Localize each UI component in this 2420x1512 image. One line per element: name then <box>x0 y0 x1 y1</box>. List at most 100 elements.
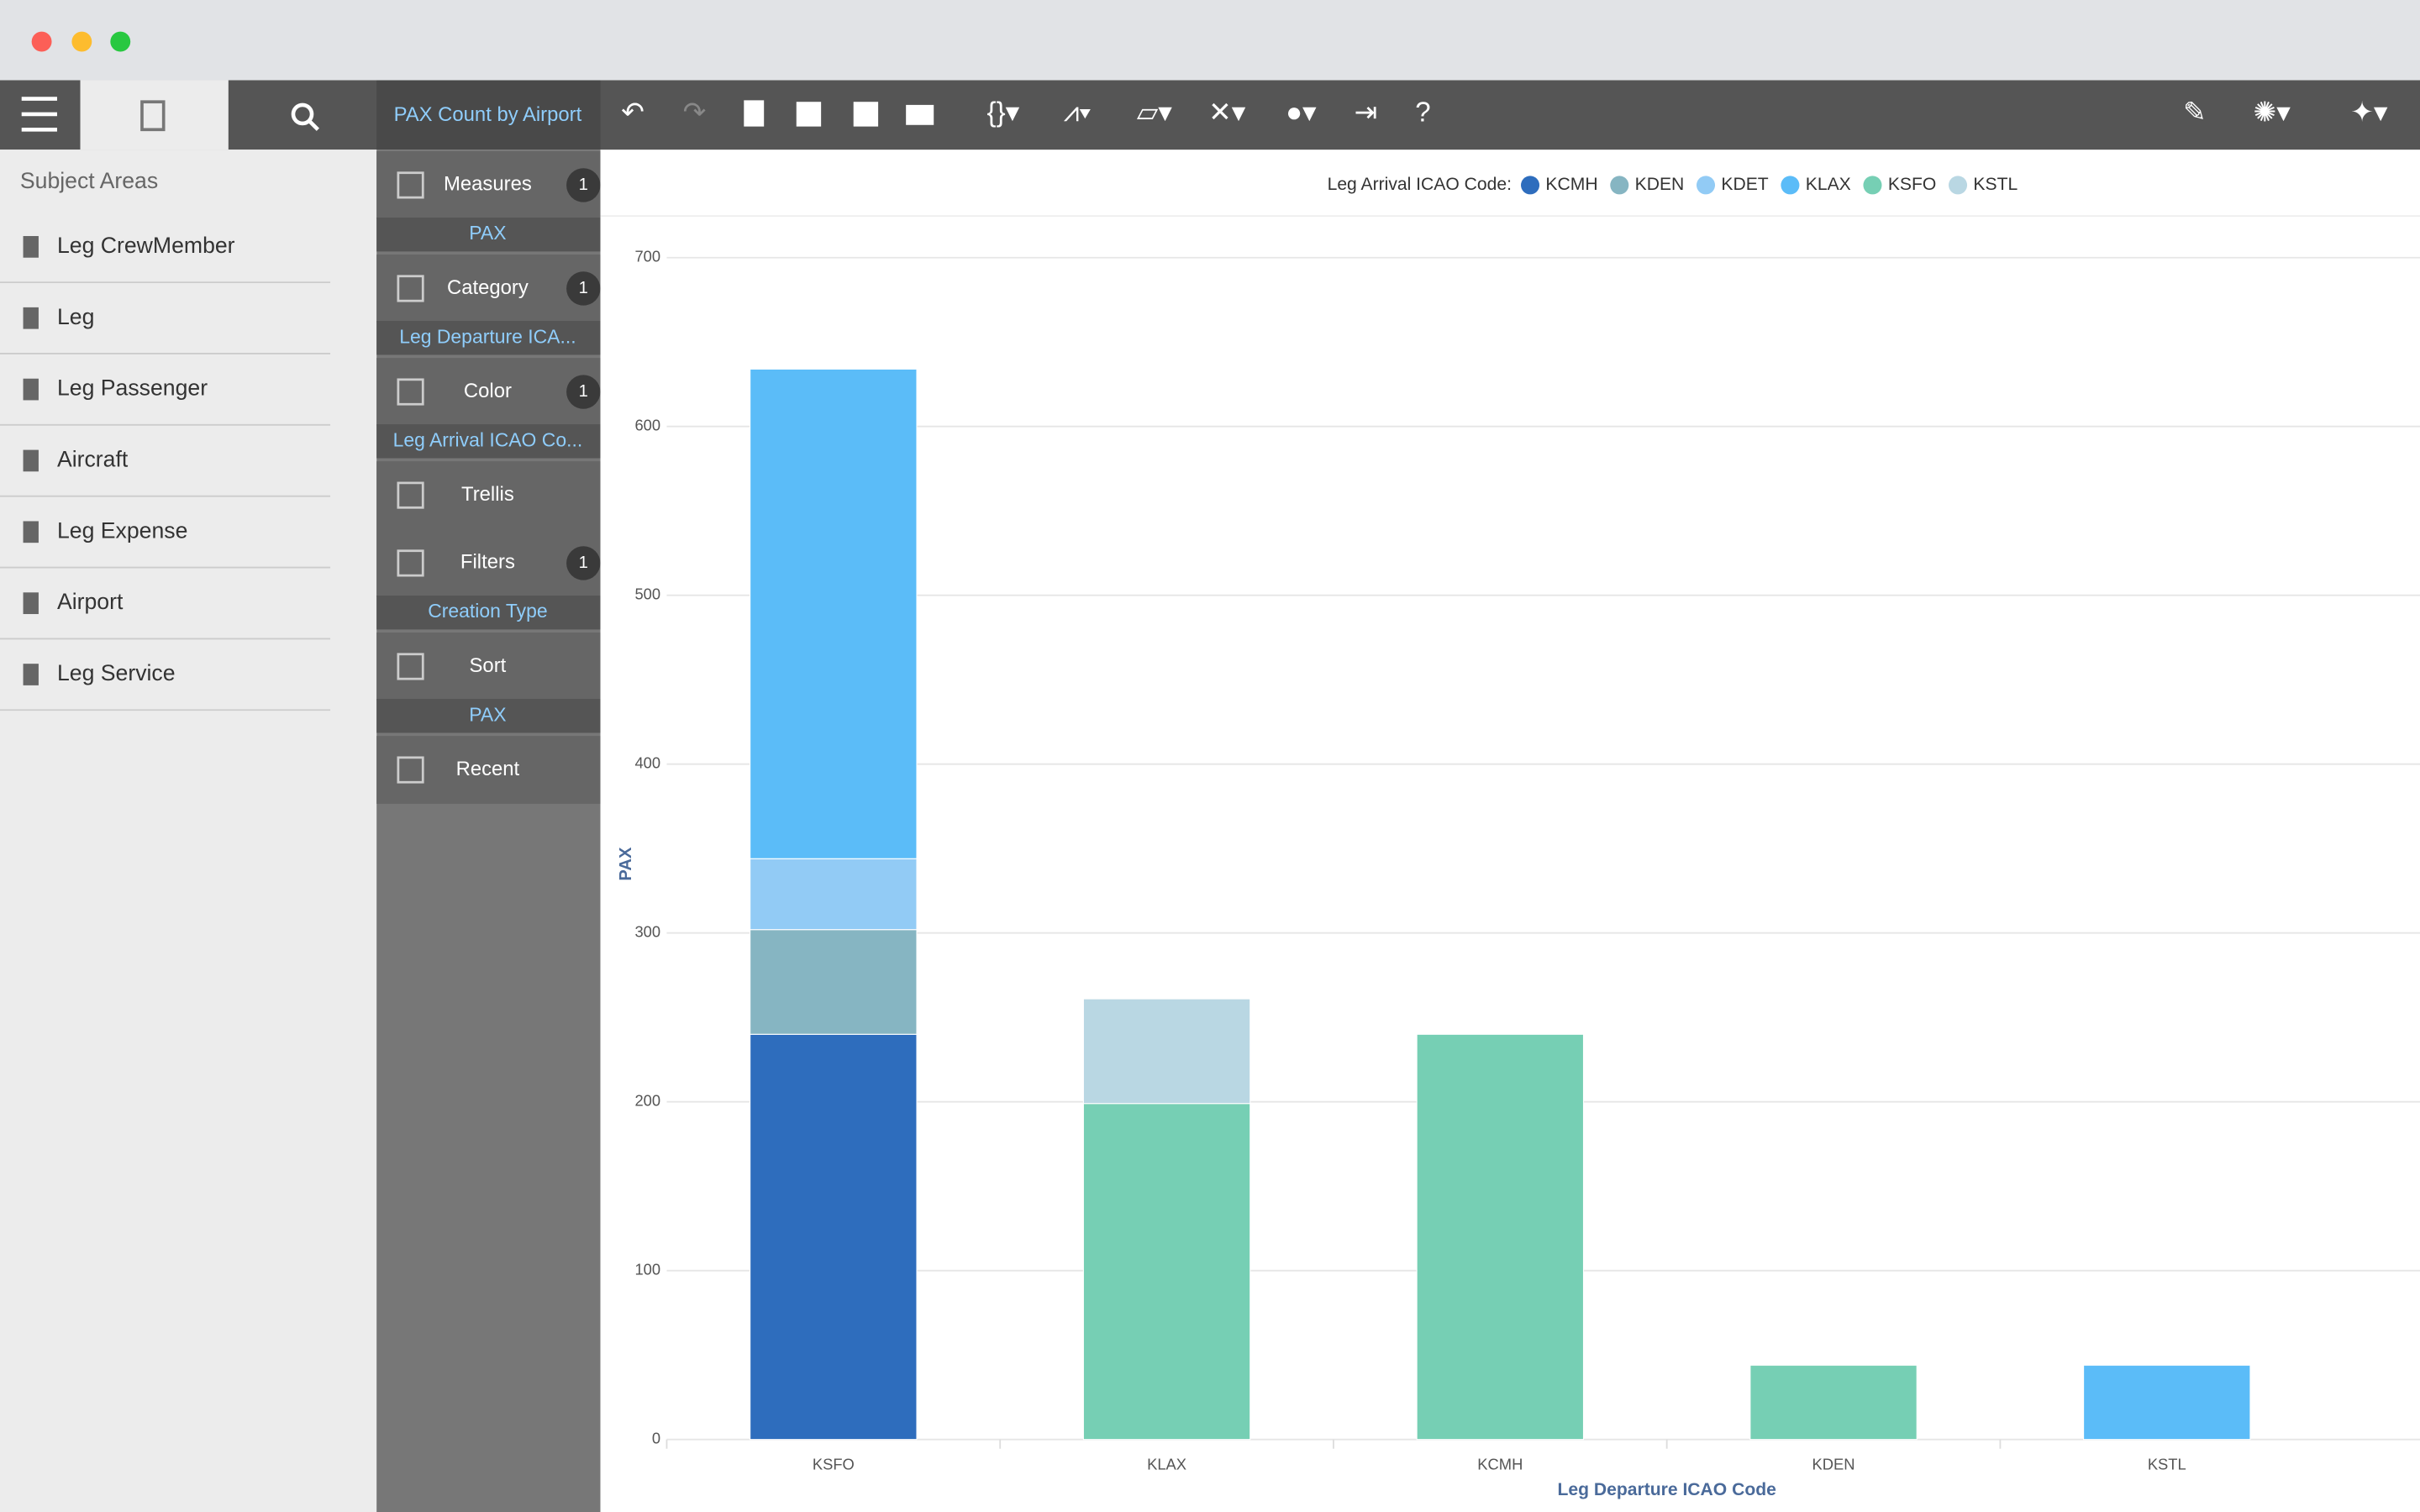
bar-segment <box>1082 998 1251 1105</box>
tab[interactable] <box>376 80 601 150</box>
bar-segment <box>1416 1033 1585 1441</box>
x-tick-label: KSTL <box>2148 1456 2186 1473</box>
panel-row <box>376 736 601 804</box>
subject-item[interactable]: Aircraft <box>57 446 129 471</box>
panel-label[interactable]: Color <box>464 380 512 402</box>
legend-label[interactable]: KCMH <box>1545 175 1597 194</box>
subject-icon <box>23 449 39 472</box>
format-icon[interactable]: ▱▾ <box>1137 97 1172 129</box>
code-icon[interactable]: {}▾ <box>987 97 1020 129</box>
field-pill <box>376 699 601 733</box>
field-label[interactable]: Leg Departure ICA... <box>399 325 576 347</box>
panel-row <box>376 151 601 219</box>
close-button[interactable] <box>31 31 52 52</box>
y-tick-label: 700 <box>634 248 660 265</box>
panel-icon <box>397 275 424 302</box>
x-tick-label: KDEN <box>1812 1456 1855 1473</box>
field-label[interactable]: PAX <box>469 222 506 244</box>
x-tick-label: KCMH <box>1477 1456 1523 1473</box>
open-icon[interactable] <box>906 104 934 125</box>
data-tab[interactable] <box>80 80 229 150</box>
y-tick-label: 600 <box>634 417 660 434</box>
legend-label[interactable]: KLAX <box>1806 175 1851 194</box>
new-icon[interactable] <box>744 100 765 127</box>
badge-icon[interactable]: ●▾ <box>1286 97 1317 129</box>
count-badge <box>566 375 601 409</box>
y-tick-label: 300 <box>634 923 660 941</box>
subject-item[interactable]: Leg <box>57 304 94 329</box>
chart-icon[interactable]: ⩘▾ <box>1064 97 1092 129</box>
save-icon[interactable] <box>796 102 822 127</box>
bar-segment <box>1082 1103 1251 1441</box>
subject-icon <box>23 664 39 685</box>
legend-swatch <box>1521 176 1540 195</box>
field-pill <box>376 595 601 630</box>
panel-icon <box>397 549 424 577</box>
subject-icon <box>23 236 39 258</box>
magic-icon[interactable]: ✦▾ <box>2350 97 2388 129</box>
y-tick-label: 0 <box>652 1430 660 1447</box>
panel-label[interactable]: Filters <box>460 551 515 574</box>
panel-label[interactable]: Trellis <box>461 483 514 506</box>
legend-swatch <box>1696 176 1716 195</box>
export-icon[interactable]: ⇥ <box>1355 97 1378 129</box>
tools-icon[interactable]: ✕▾ <box>1208 97 1246 129</box>
minimize-button[interactable] <box>71 31 92 52</box>
subject-icon <box>23 592 39 615</box>
field-label[interactable]: Creation Type <box>428 600 547 622</box>
panel-icon <box>397 653 424 680</box>
y-tick-label: 100 <box>634 1261 660 1278</box>
legend-label[interactable]: KDET <box>1721 175 1768 194</box>
count-text: 1 <box>579 176 588 194</box>
y-tick-label: 400 <box>634 754 660 772</box>
legend-label[interactable]: KSTL <box>1973 175 2018 194</box>
panel-icon <box>397 378 424 406</box>
search-icon[interactable] <box>291 102 314 126</box>
legend-swatch <box>1863 176 1882 195</box>
count-badge <box>566 168 601 202</box>
count-text: 1 <box>579 279 588 297</box>
redo-icon[interactable]: ↷ <box>683 97 707 129</box>
subject-areas-panel <box>0 150 377 1512</box>
legend-label[interactable]: KSFO <box>1888 175 1936 194</box>
undo-icon[interactable]: ↶ <box>621 97 644 129</box>
x-tick-label: KLAX <box>1147 1456 1186 1473</box>
field-label[interactable]: PAX <box>469 703 506 725</box>
subject-item[interactable]: Airport <box>57 589 124 614</box>
subject-item[interactable]: Leg Service <box>57 660 176 685</box>
grammar-items: Measures 1 PAX Category 1 Leg Departure ICA..… <box>376 151 601 804</box>
subject-icon <box>23 521 39 543</box>
insight-icon[interactable]: ✺▾ <box>2254 97 2291 129</box>
panel-row <box>376 529 601 597</box>
bar-segment <box>750 858 918 931</box>
legend-label[interactable]: KDEN <box>1635 175 1685 194</box>
legend-swatch <box>1781 176 1800 195</box>
panel-label[interactable]: Measures <box>444 173 532 196</box>
menu-icon[interactable] <box>21 97 57 132</box>
count-text: 1 <box>579 382 588 401</box>
zoom-button[interactable] <box>110 31 131 52</box>
bar-segment <box>750 368 918 859</box>
y-tick-label: 200 <box>634 1092 660 1110</box>
brush-icon[interactable]: ✎ <box>2183 97 2207 129</box>
field-pill <box>376 321 601 355</box>
help-icon[interactable]: ? <box>1415 97 1430 129</box>
bar-segment <box>750 929 918 1035</box>
panel-label[interactable]: Sort <box>470 654 507 677</box>
legend-title: Leg Arrival ICAO Code: <box>1328 175 1512 194</box>
legend-swatch <box>1949 176 1968 195</box>
subject-list: Leg CrewMember Leg Leg Passenger Aircraft Le… <box>0 233 331 711</box>
save-as-icon[interactable] <box>853 102 879 127</box>
toolbar-icons: ↶ ↷ {}▾ ⩘▾ ▱▾ ✕▾ ●▾ ⇥ ? ✎ ✺▾ ✦▾ <box>621 97 2388 129</box>
y-tick-label: 500 <box>634 585 660 603</box>
y-axis-label: PAX <box>617 847 635 881</box>
subject-item[interactable]: Leg Passenger <box>57 375 208 401</box>
panel-label[interactable]: Recent <box>456 758 520 780</box>
panel-label[interactable]: Category <box>447 276 529 299</box>
field-label[interactable]: Leg Arrival ICAO Co... <box>393 428 583 450</box>
panel-icon <box>397 171 424 199</box>
subject-icon <box>23 378 39 401</box>
subject-item[interactable]: Leg Expense <box>57 517 187 543</box>
subject-item[interactable]: Leg CrewMember <box>57 233 235 258</box>
